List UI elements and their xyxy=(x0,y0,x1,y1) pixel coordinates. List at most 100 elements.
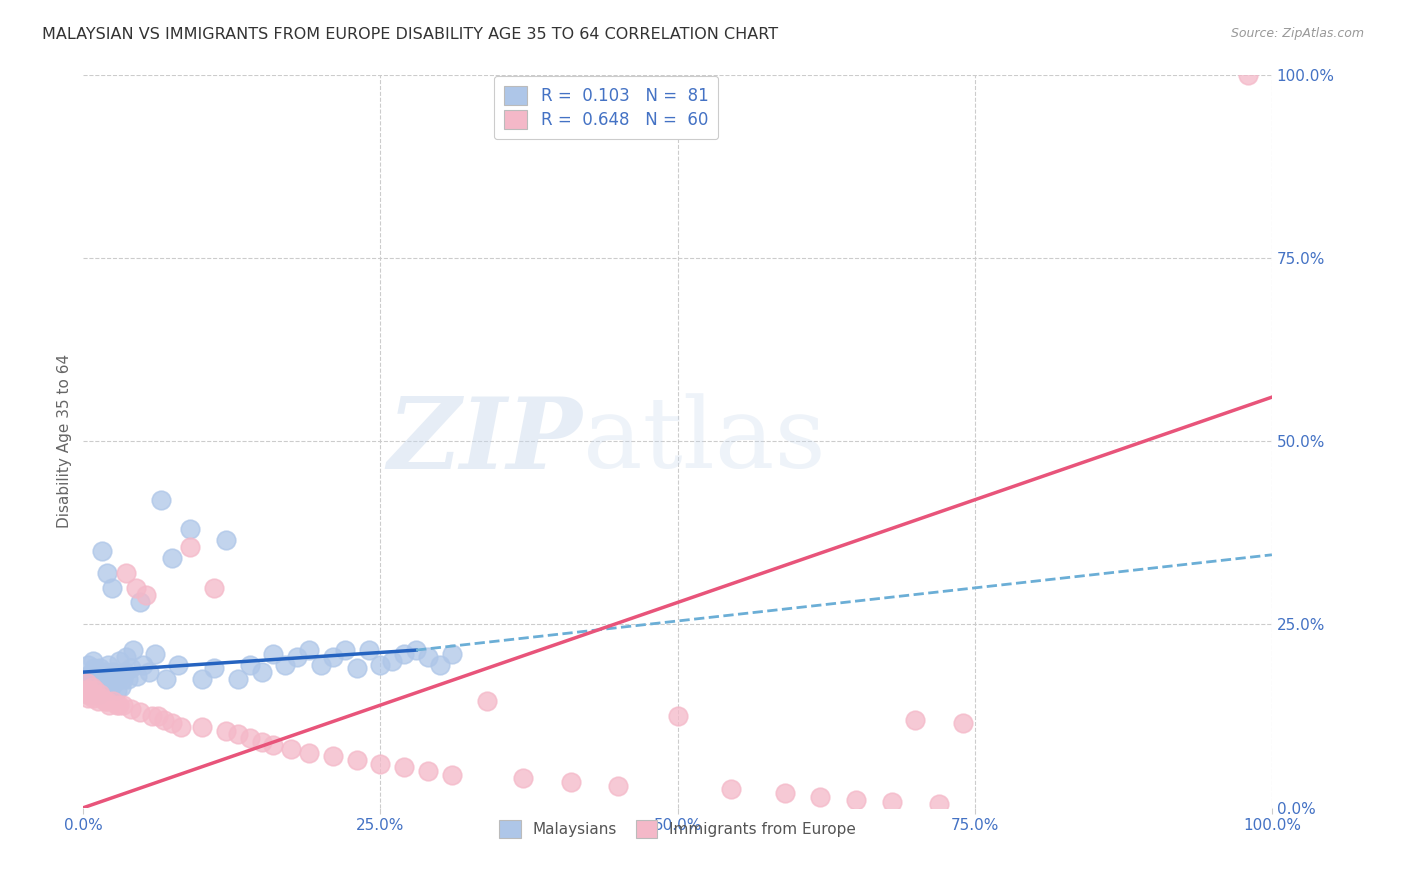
Point xyxy=(440,647,463,661)
Point xyxy=(179,541,201,555)
Point xyxy=(250,665,273,679)
Point xyxy=(607,779,630,793)
Point xyxy=(84,683,107,698)
Point xyxy=(103,676,125,690)
Point xyxy=(100,680,122,694)
Point xyxy=(77,657,100,672)
Point xyxy=(80,673,103,687)
Point xyxy=(138,665,160,679)
Point xyxy=(91,690,114,705)
Point xyxy=(79,683,101,698)
Point xyxy=(77,690,100,705)
Text: Source: ZipAtlas.com: Source: ZipAtlas.com xyxy=(1230,27,1364,40)
Point xyxy=(120,702,142,716)
Point xyxy=(76,669,98,683)
Point xyxy=(101,694,124,708)
Point xyxy=(346,753,368,767)
Point xyxy=(129,706,152,720)
Point xyxy=(392,647,415,661)
Point xyxy=(357,643,380,657)
Point xyxy=(952,716,974,731)
Point xyxy=(477,694,499,708)
Point xyxy=(167,657,190,672)
Point xyxy=(108,669,131,683)
Point xyxy=(86,683,108,698)
Point xyxy=(91,544,114,558)
Point xyxy=(98,683,121,698)
Point xyxy=(880,795,903,809)
Point xyxy=(75,687,97,701)
Point xyxy=(120,661,142,675)
Point xyxy=(82,690,104,705)
Point xyxy=(153,713,176,727)
Point xyxy=(202,661,225,675)
Point xyxy=(73,683,96,698)
Point xyxy=(89,661,111,675)
Point xyxy=(96,566,118,581)
Point xyxy=(149,492,172,507)
Point xyxy=(90,673,112,687)
Point xyxy=(124,581,146,595)
Point xyxy=(77,680,100,694)
Point xyxy=(215,533,238,548)
Legend: Malaysians, Immigrants from Europe: Malaysians, Immigrants from Europe xyxy=(494,814,862,844)
Point xyxy=(77,683,100,698)
Point xyxy=(191,720,214,734)
Point xyxy=(155,673,177,687)
Point xyxy=(108,698,131,712)
Point xyxy=(162,551,184,566)
Point xyxy=(111,698,134,712)
Text: ZIP: ZIP xyxy=(388,392,582,490)
Point xyxy=(720,782,742,797)
Point xyxy=(370,756,392,771)
Point xyxy=(125,669,148,683)
Point xyxy=(298,746,321,760)
Point xyxy=(928,797,950,811)
Point xyxy=(93,665,115,679)
Point xyxy=(82,654,104,668)
Point xyxy=(132,657,155,672)
Point xyxy=(381,654,404,668)
Point xyxy=(143,647,166,661)
Point xyxy=(560,775,582,789)
Point xyxy=(115,566,138,581)
Point xyxy=(96,694,118,708)
Point xyxy=(202,581,225,595)
Point xyxy=(101,581,124,595)
Y-axis label: Disability Age 35 to 64: Disability Age 35 to 64 xyxy=(58,354,72,528)
Point xyxy=(91,669,114,683)
Point xyxy=(105,683,128,698)
Point xyxy=(298,643,321,657)
Point xyxy=(98,698,121,712)
Point xyxy=(808,789,831,804)
Point xyxy=(86,694,108,708)
Point xyxy=(416,764,439,778)
Point xyxy=(440,768,463,782)
Point xyxy=(96,673,118,687)
Point xyxy=(94,676,117,690)
Point xyxy=(77,676,100,690)
Point xyxy=(322,749,344,764)
Point xyxy=(122,643,145,657)
Point xyxy=(83,661,105,675)
Point xyxy=(280,742,302,756)
Point xyxy=(111,673,134,687)
Point xyxy=(108,654,131,668)
Point xyxy=(83,687,105,701)
Point xyxy=(170,720,193,734)
Point xyxy=(76,676,98,690)
Point xyxy=(75,673,97,687)
Point xyxy=(98,673,121,687)
Point xyxy=(333,643,356,657)
Point xyxy=(285,650,308,665)
Point xyxy=(239,657,262,672)
Point xyxy=(83,687,105,701)
Point xyxy=(87,676,110,690)
Point xyxy=(86,673,108,687)
Point xyxy=(370,657,392,672)
Point xyxy=(405,643,427,657)
Point xyxy=(141,709,163,723)
Point xyxy=(191,673,214,687)
Point xyxy=(1237,68,1260,82)
Point xyxy=(250,735,273,749)
